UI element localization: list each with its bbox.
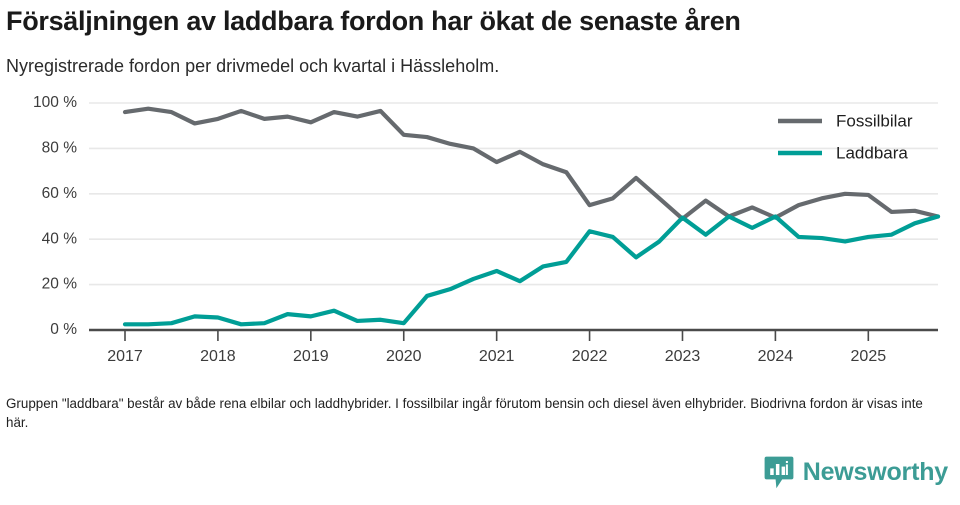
line-chart: 0 % 20 % 40 % 60 % 80 % 100 % 2017 2018 2019 202… bbox=[33, 94, 941, 365]
x-axis-tick-label: 2019 bbox=[293, 348, 329, 365]
chart-subtitle: Nyregistrerade fordon per drivmedel och … bbox=[6, 56, 500, 77]
x-axis bbox=[89, 328, 938, 341]
chart-footer: Gruppen "laddbara" består av både rena e… bbox=[0, 394, 960, 489]
brand-name-label: Newsworthy bbox=[802, 457, 948, 486]
x-axis-tick-label: 2023 bbox=[665, 348, 701, 365]
brand-logo: Newsworthy bbox=[6, 446, 954, 489]
legend-label-fossilbilar: Fossilbilar bbox=[836, 111, 913, 130]
series-line-fossilbilar bbox=[122, 106, 941, 221]
x-axis-tick-label: 2018 bbox=[200, 348, 236, 365]
data-series-group bbox=[122, 106, 941, 327]
y-axis-tick-label: 80 % bbox=[42, 139, 78, 156]
chart-header: Försäljningen av laddbara fordon har öka… bbox=[0, 0, 960, 78]
footnote-text: Gruppen "laddbara" består av både rena e… bbox=[6, 395, 923, 430]
newsworthy-bar-chart-bubble-icon bbox=[764, 456, 794, 489]
legend-label-laddbara: Laddbara bbox=[836, 143, 908, 162]
chart-plot-area: 0 % 20 % 40 % 60 % 80 % 100 % 2017 2018 2019 202… bbox=[0, 86, 960, 386]
x-axis-tick-labels: 2017 2018 2019 2020 2021 2022 2023 2024 2025 bbox=[107, 348, 886, 365]
y-axis-tick-label: 60 % bbox=[42, 185, 78, 202]
y-axis-tick-label: 20 % bbox=[42, 276, 78, 293]
grid-lines bbox=[89, 102, 938, 286]
y-axis-tick-label: 0 % bbox=[50, 321, 77, 338]
x-axis-tick-label: 2022 bbox=[572, 348, 608, 365]
series-line-laddbara bbox=[122, 214, 941, 327]
x-axis-tick-label: 2017 bbox=[107, 348, 143, 365]
chart-legend: Fossilbilar Laddbara bbox=[778, 111, 913, 162]
y-axis-tick-label: 40 % bbox=[42, 230, 78, 247]
y-axis-tick-labels: 0 % 20 % 40 % 60 % 80 % 100 % bbox=[33, 94, 77, 338]
x-axis-tick-label: 2025 bbox=[851, 348, 887, 365]
x-axis-tick-label: 2020 bbox=[386, 348, 422, 365]
x-axis-tick-label: 2024 bbox=[758, 348, 794, 365]
page-title: Försäljningen av laddbara fordon har öka… bbox=[6, 6, 741, 36]
x-axis-tick-label: 2021 bbox=[479, 348, 515, 365]
y-axis-tick-label: 100 % bbox=[33, 94, 77, 111]
